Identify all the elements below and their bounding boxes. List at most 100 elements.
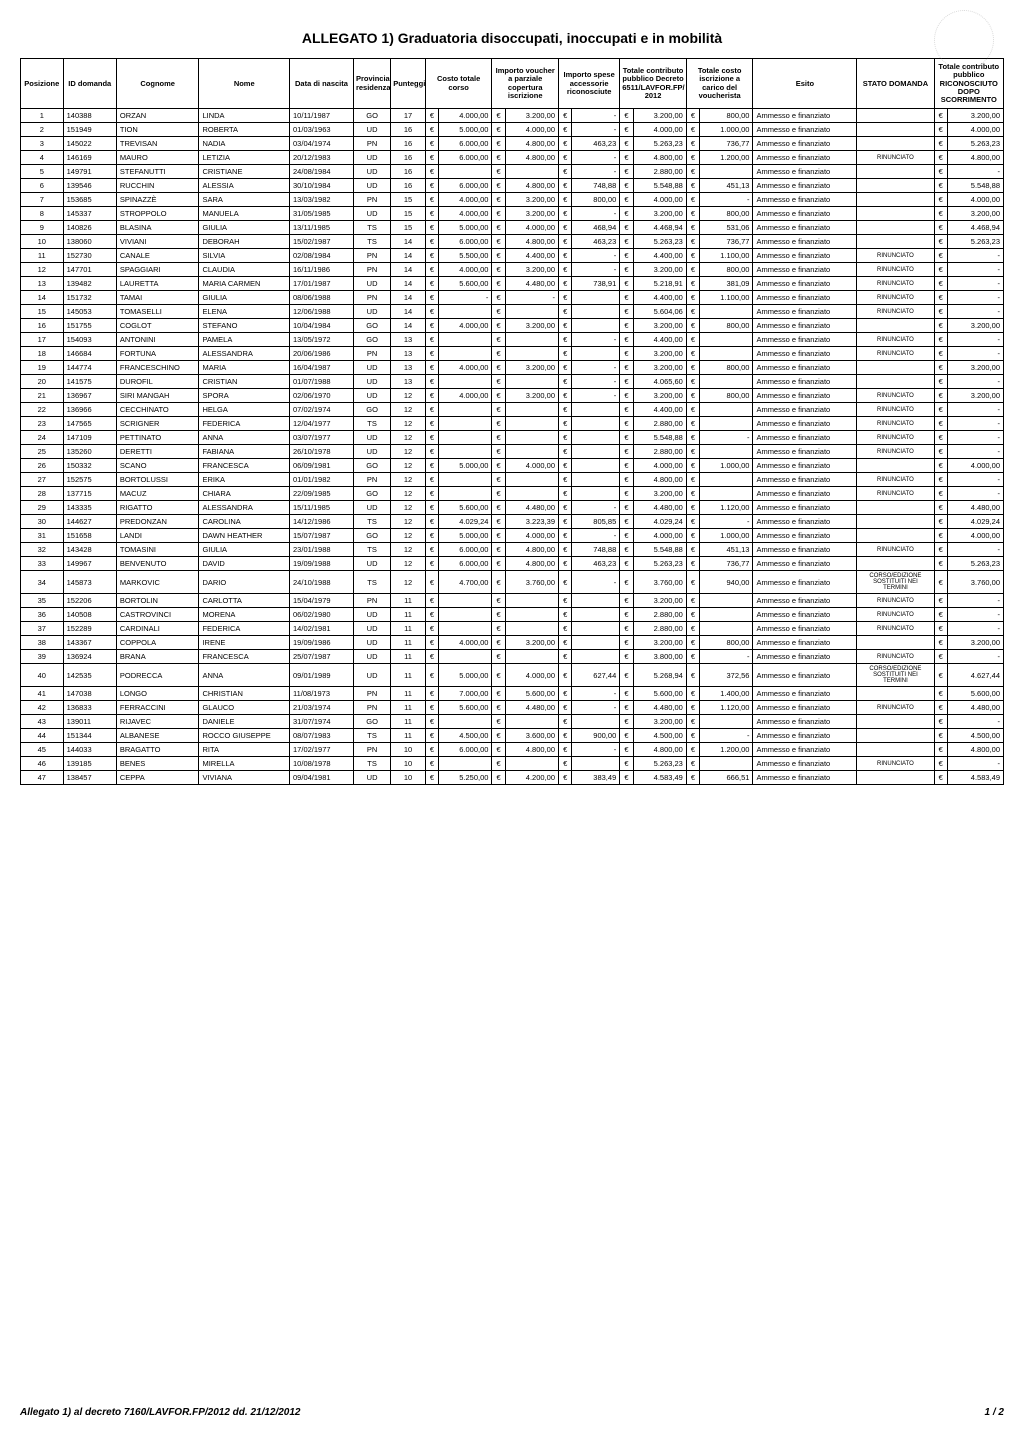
cell: - [572,123,620,137]
cell: MACUZ [116,487,199,501]
cell: Ammesso e finanziato [753,473,857,487]
cell [700,333,753,347]
euro-symbol: € [559,249,572,263]
euro-symbol: € [686,543,699,557]
euro-symbol: € [559,636,572,650]
cell: 145873 [63,571,116,594]
cell: 4.800,00 [947,743,1003,757]
cell: - [572,361,620,375]
cell: 451,13 [700,179,753,193]
col-esito: Esito [753,59,857,109]
cell [572,291,620,305]
cell: 4.627,44 [947,664,1003,687]
table-row: 27152575BORTOLUSSIERIKA01/01/1982PN12€€€… [21,473,1004,487]
table-row: 5149791STEFANUTTICRISTIANE24/08/1984UD16… [21,165,1004,179]
cell: 800,00 [572,193,620,207]
table-row: 1140388ORZANLINDA10/11/1987GO17€4.000,00… [21,109,1004,123]
cell: 3.200,00 [633,636,686,650]
cell: - [947,165,1003,179]
cell [857,529,934,543]
cell: 152730 [63,249,116,263]
cell: UD [353,207,390,221]
cell: FRANCESCA [199,459,290,473]
cell: 463,23 [572,235,620,249]
cell: FRANCESCA [199,650,290,664]
cell: - [947,543,1003,557]
cell: RINUNCIATO [857,543,934,557]
cell: 5.500,00 [439,249,492,263]
cell: 4.500,00 [947,729,1003,743]
cell: 7.000,00 [439,687,492,701]
cell: 12 [391,459,426,473]
euro-symbol: € [934,193,947,207]
cell: 12 [391,501,426,515]
cell: HELGA [199,403,290,417]
cell: 07/02/1974 [290,403,354,417]
euro-symbol: € [425,515,438,529]
euro-symbol: € [620,431,633,445]
cell: 736,77 [700,557,753,571]
euro-symbol: € [934,664,947,687]
cell: 137715 [63,487,116,501]
euro-symbol: € [686,109,699,123]
cell: 02/08/1984 [290,249,354,263]
euro-symbol: € [559,594,572,608]
cell [572,403,620,417]
cell: 5.263,23 [633,757,686,771]
cell: TAMAI [116,291,199,305]
euro-symbol: € [492,543,505,557]
euro-symbol: € [620,207,633,221]
euro-symbol: € [686,459,699,473]
euro-symbol: € [686,165,699,179]
euro-symbol: € [425,109,438,123]
cell: GO [353,319,390,333]
euro-symbol: € [686,375,699,389]
table-row: 42136833FERRACCINIGLAUCO21/03/1974PN11€5… [21,701,1004,715]
cell: RINUNCIATO [857,347,934,361]
cell: 136833 [63,701,116,715]
euro-symbol: € [686,771,699,785]
cell: 4.480,00 [633,701,686,715]
euro-symbol: € [686,123,699,137]
cell: Ammesso e finanziato [753,375,857,389]
euro-symbol: € [492,757,505,771]
cell: 11 [391,636,426,650]
cell: UD [353,636,390,650]
cell: UD [353,375,390,389]
cell: BORTOLIN [116,594,199,608]
cell: 154093 [63,333,116,347]
euro-symbol: € [559,622,572,636]
cell: CASTROVINCI [116,608,199,622]
cell: 2.880,00 [633,622,686,636]
euro-symbol: € [492,515,505,529]
cell: UD [353,557,390,571]
cell: 144627 [63,515,116,529]
euro-symbol: € [934,729,947,743]
cell: RINUNCIATO [857,487,934,501]
cell: 5.000,00 [439,123,492,137]
euro-symbol: € [425,347,438,361]
euro-symbol: € [559,743,572,757]
cell: ALESSANDRA [199,501,290,515]
cell: TS [353,757,390,771]
cell: 4.468,94 [947,221,1003,235]
euro-symbol: € [559,151,572,165]
cell [700,594,753,608]
cell: 3.760,00 [633,571,686,594]
euro-symbol: € [620,417,633,431]
cell: 135260 [63,445,116,459]
cell: PN [353,347,390,361]
euro-symbol: € [492,305,505,319]
euro-symbol: € [620,608,633,622]
cell: 1.000,00 [700,459,753,473]
cell: Ammesso e finanziato [753,165,857,179]
cell [572,622,620,636]
cell: 5.600,00 [633,687,686,701]
table-row: 16151755COGLOTSTEFANO10/04/1984GO14€4.00… [21,319,1004,333]
cell: 4.000,00 [439,636,492,650]
euro-symbol: € [492,207,505,221]
cell: 4.029,24 [633,515,686,529]
table-row: 39136924BRANAFRANCESCA25/07/1987UD11€€€€… [21,650,1004,664]
cell: 24 [21,431,64,445]
cell: UD [353,361,390,375]
